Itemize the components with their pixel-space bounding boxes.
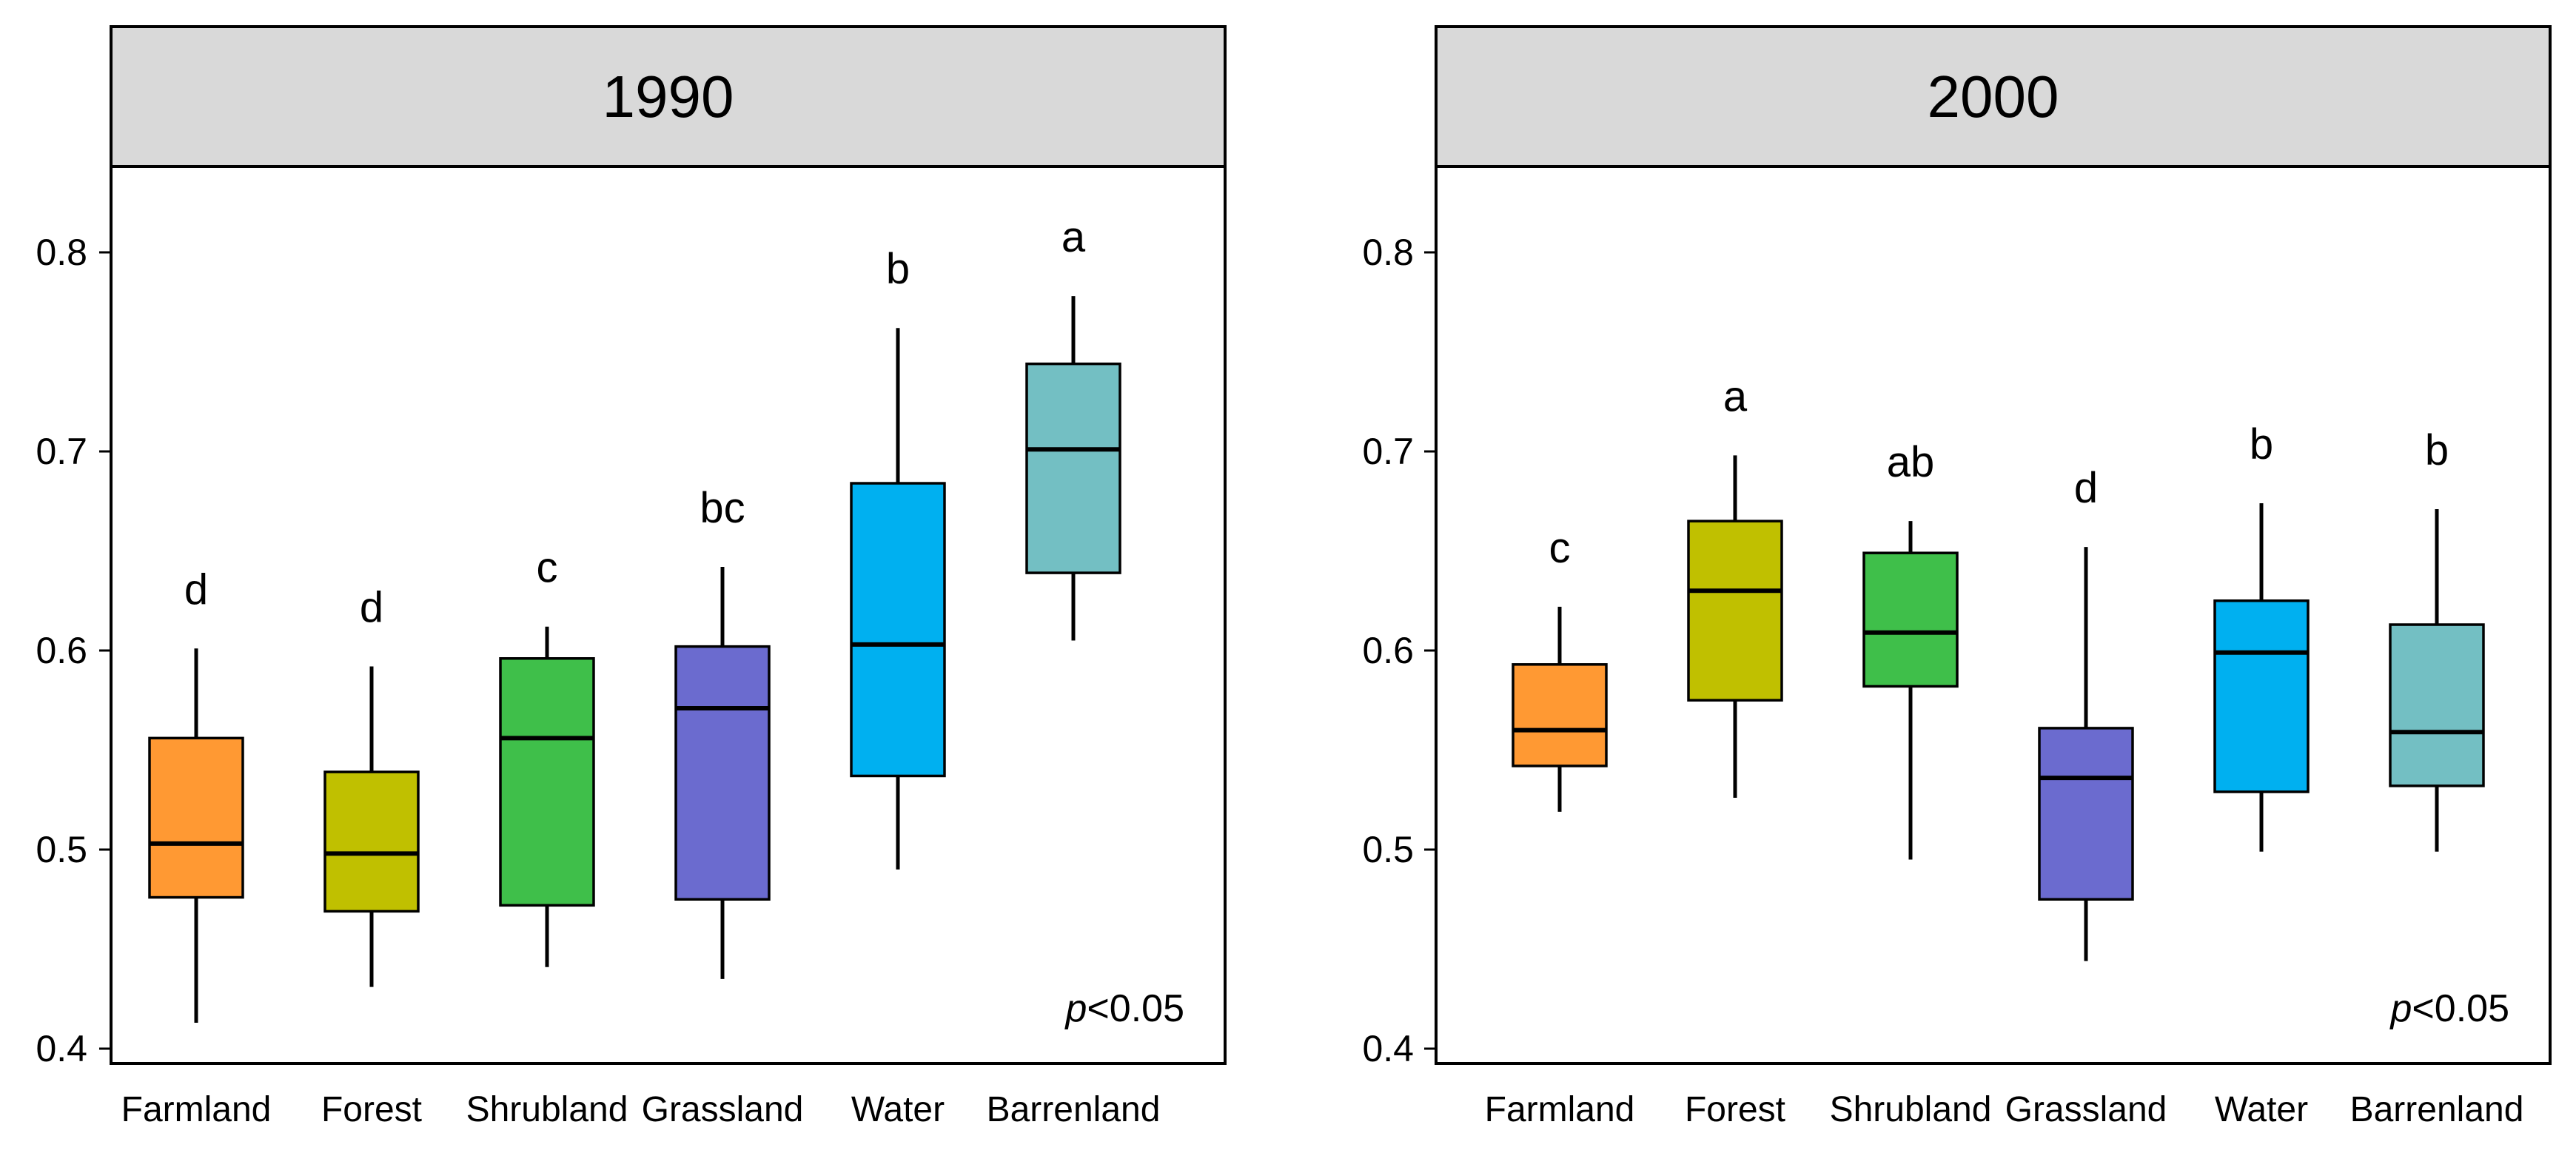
- group-letter: a: [1723, 372, 1748, 420]
- box-barrenland: a: [1025, 213, 1121, 641]
- p-value-annotation: p<0.05: [2389, 987, 2510, 1030]
- box-body: [1862, 551, 1959, 688]
- box-body: [2038, 727, 2134, 901]
- group-letter: bc: [700, 484, 745, 532]
- box-body: [323, 770, 420, 913]
- box-body: [850, 482, 946, 778]
- panel-header-strip: [110, 25, 1227, 168]
- box-water: b: [2213, 420, 2310, 852]
- y-tick-label: 0.8: [1362, 232, 1414, 273]
- p-symbol: p: [1064, 987, 1087, 1030]
- box-body: [2213, 599, 2310, 793]
- x-category-label: Grassland: [642, 1090, 804, 1129]
- box-body: [148, 736, 244, 899]
- panel-1990: 1990 0.4 0.5 0.6 0.7 0.8 d Farmland d Forest c Shru…: [36, 25, 1227, 1129]
- x-category-label: Farmland: [121, 1090, 272, 1129]
- p-symbol: p: [2389, 987, 2412, 1030]
- x-category-label: Forest: [321, 1090, 422, 1129]
- group-letter: b: [886, 245, 910, 293]
- group-letter: ab: [1887, 438, 1935, 486]
- x-category-label: Farmland: [1485, 1090, 1635, 1129]
- plot-frame: [110, 165, 1227, 1065]
- box-grassland: bc: [674, 484, 771, 979]
- y-tick-label: 0.6: [36, 630, 87, 671]
- group-letter: a: [1061, 213, 1086, 261]
- panel-header-strip: [1435, 25, 2552, 168]
- p-threshold: <0.05: [2412, 987, 2509, 1030]
- box-body: [1025, 362, 1121, 574]
- x-category-label: Grassland: [2005, 1090, 2167, 1129]
- plot-frame: [1435, 165, 2552, 1065]
- p-threshold: <0.05: [1087, 987, 1184, 1030]
- y-tick-label: 0.4: [1362, 1028, 1414, 1069]
- x-category-label: Forest: [1685, 1090, 1785, 1129]
- group-letter: c: [537, 544, 558, 592]
- group-letter: b: [2250, 420, 2273, 468]
- box-water: b: [850, 245, 946, 870]
- y-tick-label: 0.8: [36, 232, 87, 273]
- panel-title: 1990: [603, 64, 734, 130]
- box-forest: d: [323, 584, 420, 987]
- group-letter: d: [184, 565, 208, 614]
- box-shrubland: c: [499, 544, 595, 967]
- y-tick-label: 0.4: [36, 1028, 87, 1069]
- y-tick-label: 0.5: [36, 829, 87, 870]
- box-body: [1512, 663, 1608, 767]
- box-body: [2389, 623, 2485, 787]
- x-category-label: Water: [2215, 1090, 2308, 1129]
- panel-2000: 2000 0.4 0.5 0.6 0.7 0.8 c Farmland a Forest ab Shr…: [1362, 25, 2552, 1129]
- x-category-label: Shrubland: [1830, 1090, 1992, 1129]
- box-farmland: d: [148, 565, 244, 1023]
- box-shrubland: ab: [1862, 438, 1959, 860]
- y-tick-label: 0.6: [1362, 630, 1414, 671]
- box-farmland: c: [1512, 524, 1608, 812]
- x-category-label: Shrubland: [466, 1090, 628, 1129]
- x-category-label: Barrenland: [2350, 1090, 2524, 1129]
- p-value-annotation: p<0.05: [1064, 987, 1185, 1030]
- box-body: [1687, 520, 1783, 702]
- y-tick-label: 0.5: [1362, 829, 1414, 870]
- box-barrenland: b: [2389, 426, 2485, 852]
- group-letter: d: [360, 584, 383, 632]
- y-tick-label: 0.7: [36, 431, 87, 472]
- panel-title: 2000: [1928, 64, 2059, 130]
- box-grassland: d: [2038, 464, 2134, 961]
- box-body: [499, 657, 595, 907]
- box-forest: a: [1687, 372, 1783, 799]
- box-body: [674, 645, 771, 901]
- x-category-label: Water: [851, 1090, 945, 1129]
- group-letter: c: [1549, 524, 1571, 572]
- group-letter: d: [2074, 464, 2098, 512]
- y-tick-label: 0.7: [1362, 431, 1414, 472]
- group-letter: b: [2425, 426, 2449, 474]
- x-category-label: Barrenland: [987, 1090, 1161, 1129]
